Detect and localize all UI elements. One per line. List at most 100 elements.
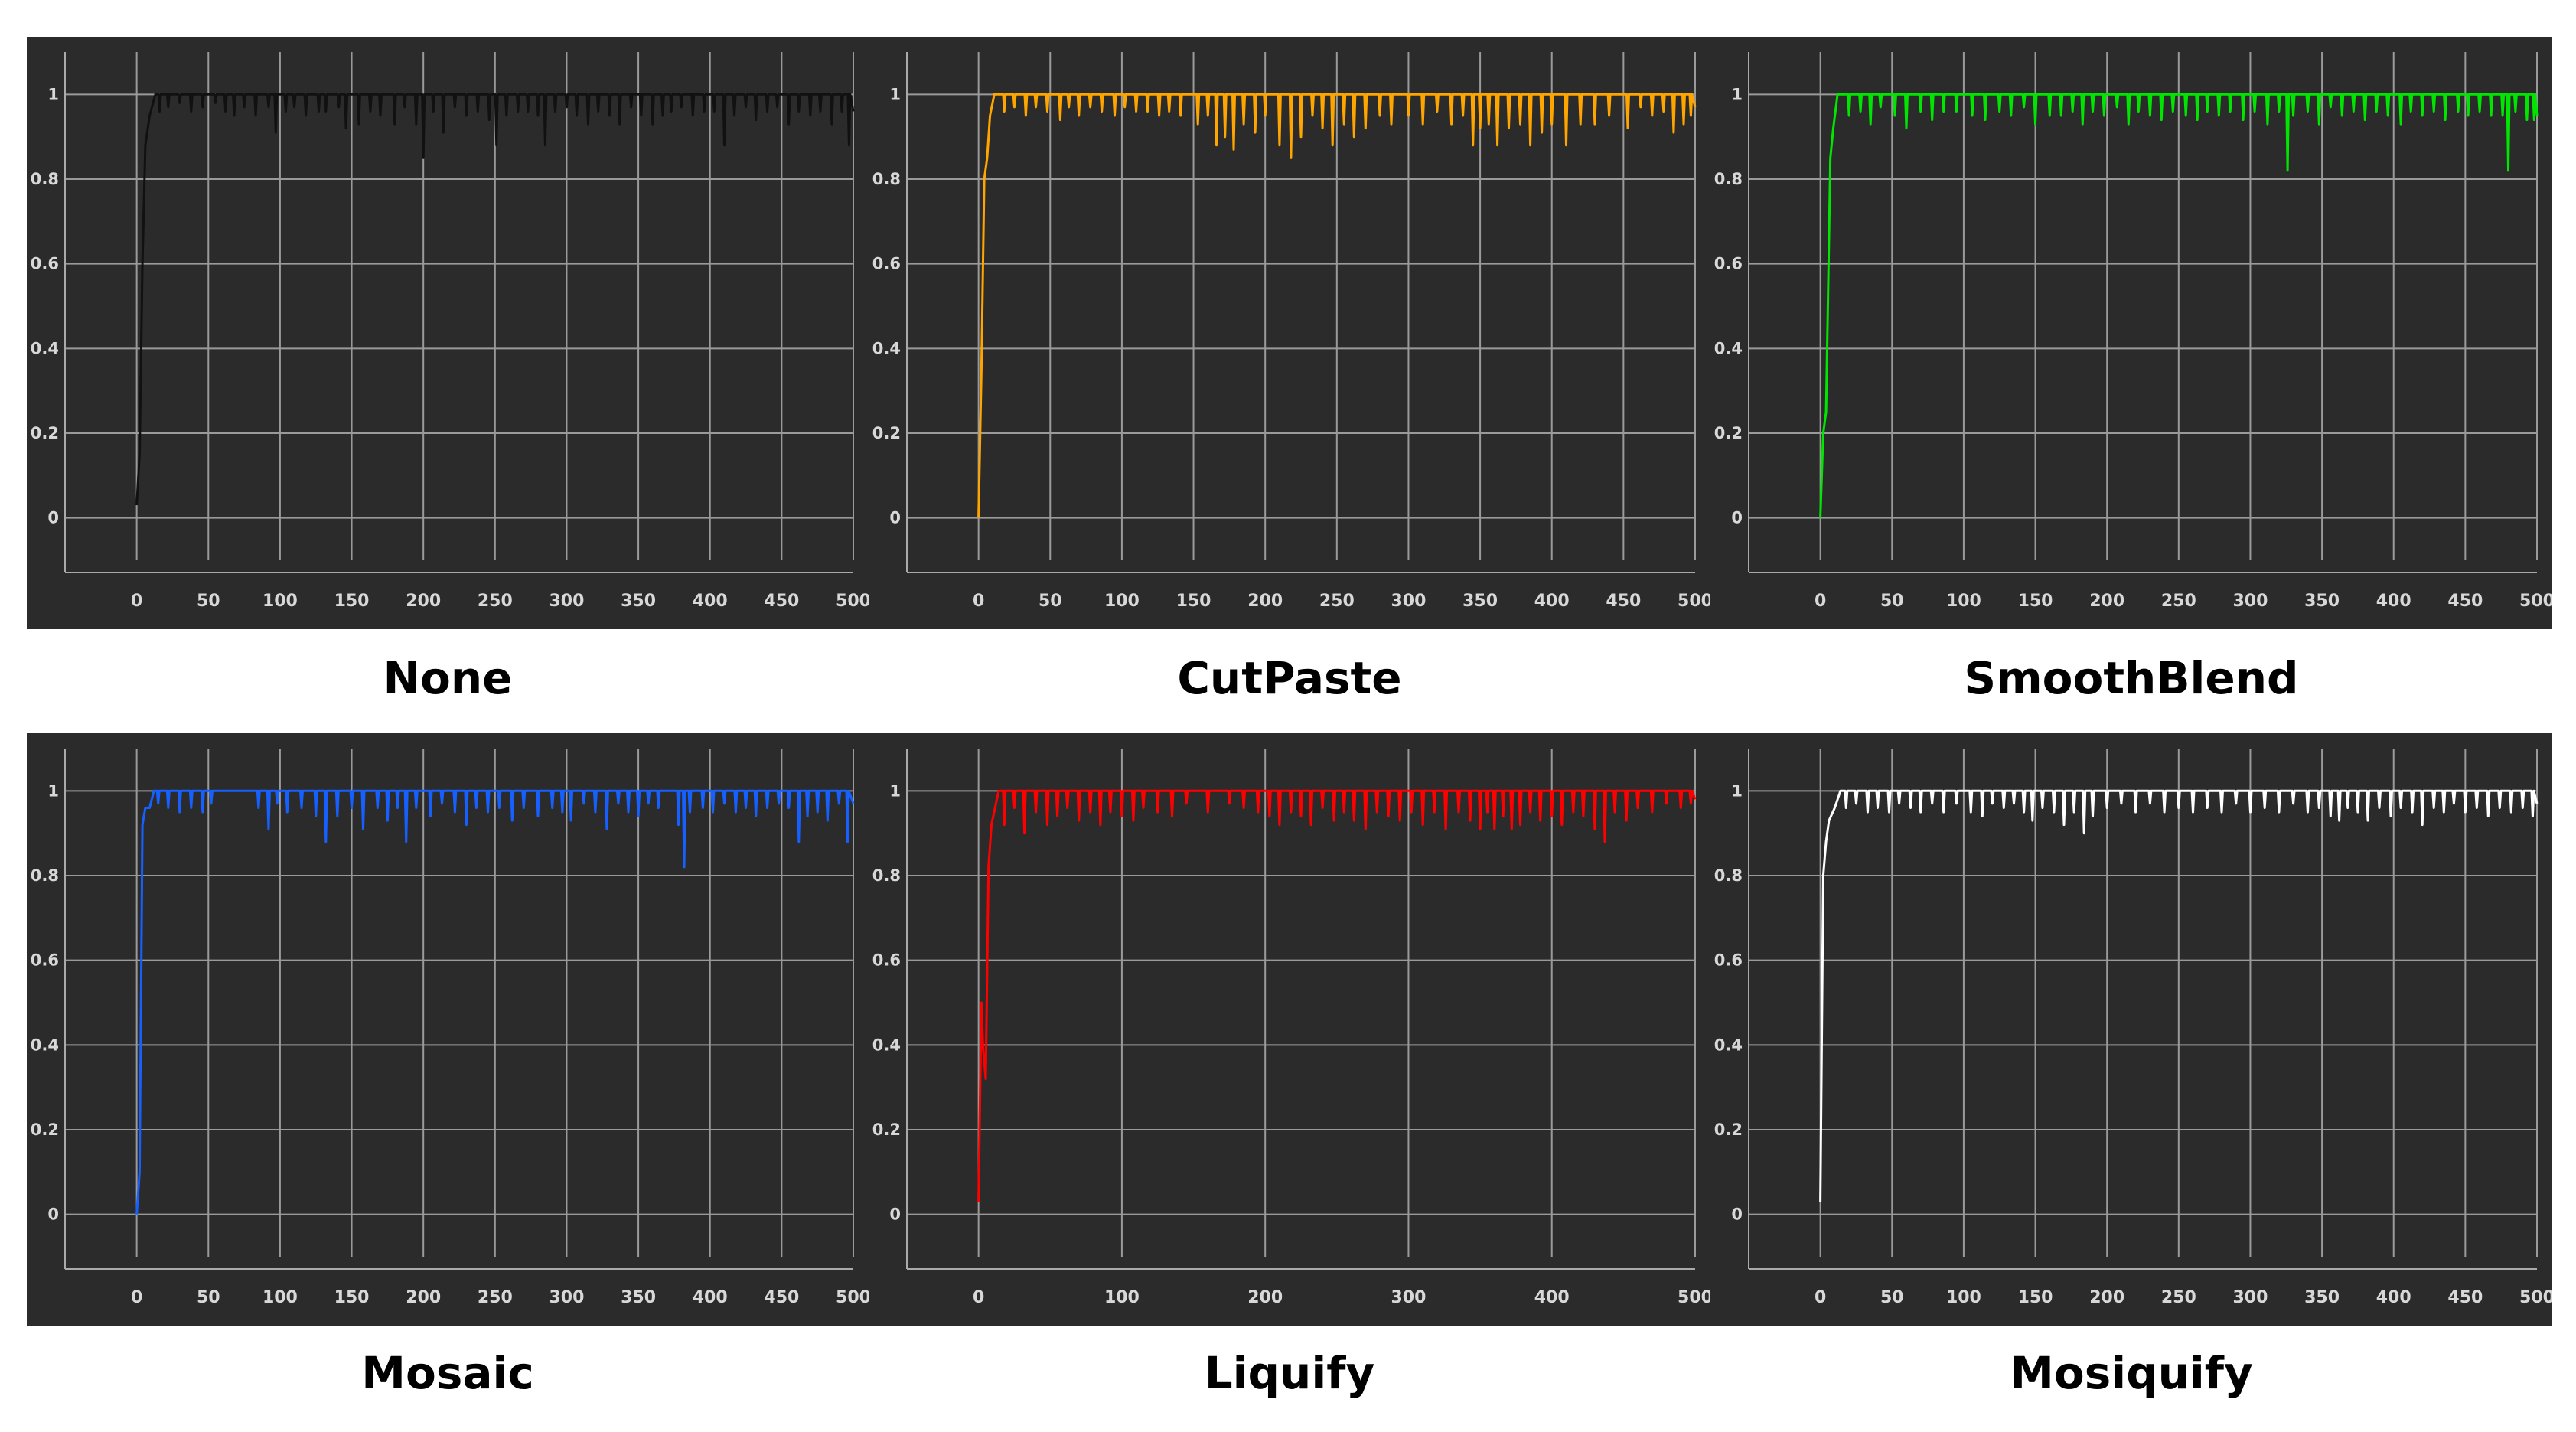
x-tick-label: 0	[973, 592, 984, 611]
grid	[1749, 52, 2538, 560]
x-tick-label: 50	[1880, 1288, 1904, 1307]
x-tick-label: 400	[1534, 592, 1570, 611]
x-tick-label: 300	[549, 592, 584, 611]
y-tick-label: 0.8	[872, 170, 901, 188]
y-tick-label: 0.4	[31, 1036, 59, 1054]
chart-panel-mosiquify: 0 50 100 150 200 250 300 350 400 450 500 0 0.2 0.4 0.6…	[1710, 733, 2552, 1326]
y-tick-label: 0.6	[872, 951, 901, 970]
grid	[1749, 749, 2538, 1257]
x-tick-label: 300	[1391, 1288, 1426, 1307]
x-tick-label: 350	[2304, 592, 2340, 611]
y-tick-label: 0.6	[31, 951, 59, 970]
chart-panel-mosaic: 0 50 100 150 200 250 300 350 400 450 500 0 0.2 0.4 0.6…	[27, 733, 869, 1326]
y-tick-label: 0	[47, 509, 59, 527]
x-tick-label: 150	[334, 592, 370, 611]
y-tick-label: 1	[1731, 85, 1743, 103]
x-tick-label: 0	[131, 1288, 142, 1307]
caption-mosiquify: Mosiquify	[2010, 1347, 2253, 1399]
x-tick-label: 150	[2018, 1288, 2053, 1307]
y-tick-label: 0.2	[1714, 424, 1743, 442]
caption-none: None	[383, 652, 513, 704]
x-tick-label: 400	[693, 1288, 728, 1307]
y-tick-label: 0.4	[872, 339, 901, 357]
x-tick-label: 450	[2447, 1288, 2483, 1307]
x-tick-label: 0	[1815, 592, 1826, 611]
y-tick-label: 0.8	[31, 866, 59, 885]
x-tick-label: 500	[2519, 1288, 2552, 1307]
y-tick-label: 0.2	[1714, 1120, 1743, 1139]
grid	[65, 749, 854, 1257]
x-tick-label: 350	[621, 1288, 656, 1307]
x-tick-label: 500	[836, 1288, 869, 1307]
y-tick-label: 0.2	[31, 424, 59, 442]
chart-panel-smoothblend: 0 50 100 150 200 250 300 350 400 450 500 0 0.2 0.4 0.6…	[1710, 37, 2552, 629]
x-tick-label: 200	[1247, 592, 1283, 611]
chart-panel-none: 0 50 100 150 200 250 300 350 400 450 500 0 0.2 0.4 0.6…	[27, 37, 869, 629]
y-tick-label: 0	[47, 1205, 59, 1224]
y-tick-label: 1	[1731, 781, 1743, 800]
x-tick-label: 400	[693, 592, 728, 611]
x-tick-label: 100	[1104, 1288, 1140, 1307]
x-tick-label: 200	[406, 592, 441, 611]
y-tick-label: 0.8	[31, 170, 59, 188]
x-tick-label: 250	[2161, 1288, 2196, 1307]
y-tick-label: 1	[47, 85, 59, 103]
x-tick-label: 350	[2304, 1288, 2340, 1307]
y-tick-label: 1	[47, 781, 59, 800]
y-tick-label: 0.2	[31, 1120, 59, 1139]
y-tick-label: 0	[1731, 509, 1743, 527]
y-tick-label: 0.6	[872, 255, 901, 273]
chart-svg-mosaic: 0 50 100 150 200 250 300 350 400 450 500 0 0.2 0.4 0.6…	[31, 749, 869, 1307]
x-tick-label: 450	[1606, 592, 1641, 611]
x-tick-label: 250	[2161, 592, 2196, 611]
x-tick-label: 100	[262, 1288, 298, 1307]
y-tick-label: 0.4	[1714, 339, 1743, 357]
x-tick-label: 500	[1678, 1288, 1710, 1307]
y-tick-label: 0.6	[31, 255, 59, 273]
y-tick-label: 0.2	[872, 424, 901, 442]
x-tick-label: 300	[2232, 1288, 2268, 1307]
caption-liquify: Liquify	[1204, 1347, 1375, 1399]
x-tick-label: 200	[2089, 592, 2124, 611]
chart-svg-mosiquify: 0 50 100 150 200 250 300 350 400 450 500 0 0.2 0.4 0.6…	[1714, 749, 2552, 1307]
y-tick-label: 0.8	[1714, 866, 1743, 885]
x-tick-label: 0	[973, 1288, 984, 1307]
caption-smoothblend: SmoothBlend	[1964, 652, 2299, 704]
x-tick-label: 50	[197, 592, 220, 611]
x-tick-label: 100	[262, 592, 298, 611]
y-tick-label: 0.2	[872, 1120, 901, 1139]
x-tick-label: 450	[764, 1288, 799, 1307]
x-tick-label: 400	[1534, 1288, 1570, 1307]
caption-cutpaste: CutPaste	[1177, 652, 1402, 704]
x-tick-label: 250	[1319, 592, 1355, 611]
chart-svg-cutpaste: 0 50 100 150 200 250 300 350 400 450 500 0 0.2 0.4 0.6…	[872, 52, 1710, 611]
y-tick-label: 0.4	[872, 1036, 901, 1054]
chart-svg-smoothblend: 0 50 100 150 200 250 300 350 400 450 500 0 0.2 0.4 0.6…	[1714, 52, 2552, 611]
series-line	[135, 789, 855, 1215]
x-tick-label: 300	[2232, 592, 2268, 611]
x-tick-label: 150	[334, 1288, 370, 1307]
x-tick-label: 300	[1391, 592, 1426, 611]
x-tick-label: 200	[406, 1288, 441, 1307]
y-tick-label: 0	[889, 509, 901, 527]
x-tick-label: 400	[2376, 1288, 2411, 1307]
grid	[65, 52, 854, 560]
x-tick-label: 100	[1946, 592, 1981, 611]
chart-panel-liquify: 0 100 200 300 400 500 0 0.2 0.4 0.6 0.8 1	[869, 733, 1710, 1326]
chart-panel-cutpaste: 0 50 100 150 200 250 300 350 400 450 500 0 0.2 0.4 0.6…	[869, 37, 1710, 629]
series-line	[977, 789, 1697, 1202]
y-tick-label: 0.6	[1714, 255, 1743, 273]
x-tick-label: 350	[1462, 592, 1498, 611]
x-tick-label: 150	[2018, 592, 2053, 611]
series-line	[135, 93, 855, 506]
y-tick-label: 0.8	[1714, 170, 1743, 188]
x-tick-label: 500	[836, 592, 869, 611]
x-tick-label: 250	[478, 1288, 513, 1307]
x-tick-label: 350	[621, 592, 656, 611]
x-tick-label: 0	[131, 592, 142, 611]
x-tick-label: 50	[1039, 592, 1062, 611]
x-tick-label: 150	[1176, 592, 1211, 611]
x-tick-label: 100	[1946, 1288, 1981, 1307]
series-line	[977, 93, 1697, 518]
series-line	[1819, 789, 2539, 1202]
